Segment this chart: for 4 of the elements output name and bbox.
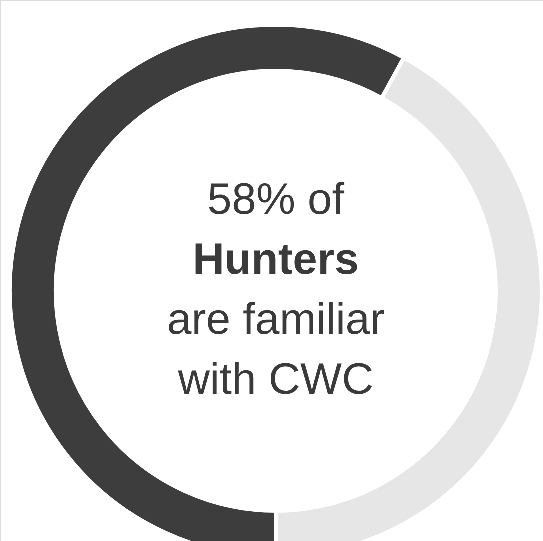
text: Hunters <box>192 235 360 284</box>
text: are familiar <box>167 295 385 344</box>
text: with CWC <box>177 355 374 404</box>
text: 58% of <box>208 175 346 224</box>
